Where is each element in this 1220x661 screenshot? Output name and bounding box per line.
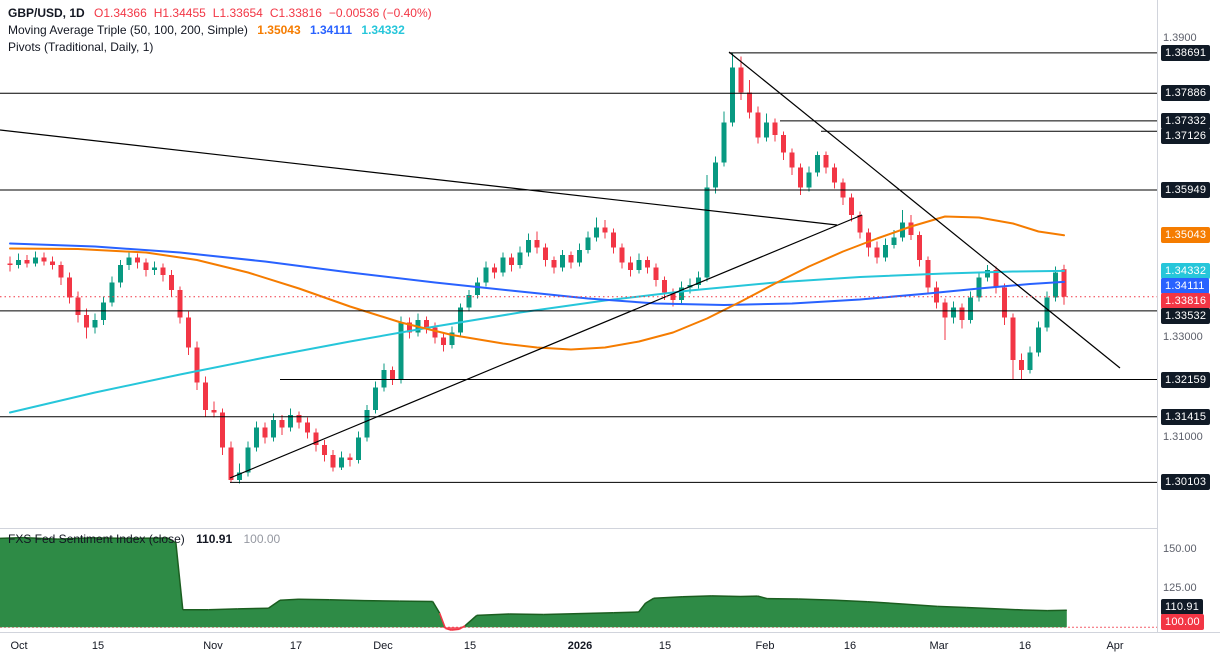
- candles: [7, 52, 1067, 484]
- price-axis-badge: 1.31415: [1161, 408, 1211, 426]
- chart-legend: GBP/USD, 1D O1.34366 H1.34455 L1.33654 C1.3…: [8, 5, 439, 56]
- time-axis-label: Dec: [373, 640, 393, 652]
- price-axis-badge: 110.91: [1161, 598, 1204, 616]
- price-axis-label: 125.00: [1163, 582, 1197, 594]
- ma-indicator-row[interactable]: Moving Average Triple (50, 100, 200, Sim…: [8, 22, 439, 39]
- time-axis-label: 15: [463, 640, 477, 652]
- sentiment-value: 110.91: [196, 532, 233, 546]
- time-axis-label: 16: [843, 640, 857, 652]
- pivot-lines: [0, 52, 1157, 483]
- sma-100-line: [9, 242, 1065, 306]
- time-axis-label: 16: [1018, 640, 1032, 652]
- time-axis-label: Mar: [929, 640, 949, 652]
- sentiment-chart[interactable]: [0, 529, 1157, 632]
- time-axis-label: Feb: [755, 640, 775, 652]
- price-axis-label: 1.3900: [1163, 32, 1197, 44]
- price-chart[interactable]: [0, 0, 1157, 528]
- low-value: L1.33654: [212, 6, 263, 20]
- sma-50-line: [9, 215, 1065, 351]
- sentiment-title[interactable]: FXS Fed Sentiment Index (close): [8, 532, 185, 546]
- open-value: O1.34366: [94, 6, 147, 20]
- sentiment-area-green: [0, 537, 1067, 628]
- price-axis-badge: 1.35043: [1161, 226, 1211, 244]
- ma50-value: 1.35043: [257, 23, 301, 37]
- ma100-value: 1.34111: [310, 23, 353, 37]
- time-axis-label: 15: [658, 640, 672, 652]
- trendlines: [0, 51, 1121, 479]
- symbol-title[interactable]: GBP/USD, 1D: [8, 6, 85, 20]
- price-axis-badge: 1.38691: [1161, 44, 1211, 62]
- time-axis-label: Nov: [203, 640, 223, 652]
- price-axis-badge: 1.37886: [1161, 84, 1211, 102]
- price-axis-badge: 1.33816: [1161, 292, 1211, 310]
- time-axis-label: Oct: [10, 640, 28, 652]
- price-axis-badge: 1.35949: [1161, 181, 1211, 199]
- time-axis-label: 15: [91, 640, 105, 652]
- price-axis-badge: 1.30103: [1161, 473, 1211, 491]
- change-value: −0.00536 (−0.40%): [328, 6, 432, 20]
- time-axis-label: Apr: [1106, 640, 1124, 652]
- sentiment-baseline-value: 100.00: [243, 532, 281, 546]
- ma-indicator-label[interactable]: Moving Average Triple (50, 100, 200, Sim…: [8, 23, 248, 37]
- symbol-row[interactable]: GBP/USD, 1D O1.34366 H1.34455 L1.33654 C1.3…: [8, 5, 439, 22]
- time-scale[interactable]: Oct 15 Nov 17 Dec 15 2026 15 Feb 16 Mar 16 Apr: [0, 632, 1220, 661]
- price-axis-badge: 1.34332: [1161, 262, 1211, 280]
- price-axis-label: 1.31000: [1163, 431, 1203, 443]
- price-axis-badge: 1.33532: [1161, 307, 1211, 325]
- time-axis-label: 2026: [567, 640, 593, 652]
- price-axis-badge: 1.37126: [1161, 127, 1211, 145]
- close-value: C1.33816: [269, 6, 322, 20]
- ohlc-values: O1.34366 H1.34455 L1.33654 C1.33816 −0.00536…: [94, 6, 439, 20]
- price-axis-badge: 1.32159: [1161, 371, 1211, 389]
- pane-separator[interactable]: [0, 528, 1220, 529]
- sma-200-line: [9, 269, 1065, 414]
- price-axis-badge: 100.00: [1161, 613, 1204, 631]
- ma200-value: 1.34332: [361, 23, 405, 37]
- high-value: H1.34455: [153, 6, 206, 20]
- time-axis-label: 17: [289, 640, 303, 652]
- pivots-indicator-label[interactable]: Pivots (Traditional, Daily, 1): [8, 40, 154, 54]
- price-axis-badge: 1.34111: [1161, 277, 1209, 295]
- price-axis-label: 1.33000: [1163, 331, 1203, 343]
- price-scale[interactable]: 1.3900 1.38691 1.37886 1.37332 1.37126 1.3594…: [1157, 0, 1220, 632]
- pivots-indicator-row[interactable]: Pivots (Traditional, Daily, 1): [8, 39, 439, 56]
- sentiment-legend[interactable]: FXS Fed Sentiment Index (close) 110.91 1…: [8, 532, 280, 546]
- price-axis-badge: 1.37332: [1161, 112, 1211, 130]
- price-axis-label: 150.00: [1163, 543, 1197, 555]
